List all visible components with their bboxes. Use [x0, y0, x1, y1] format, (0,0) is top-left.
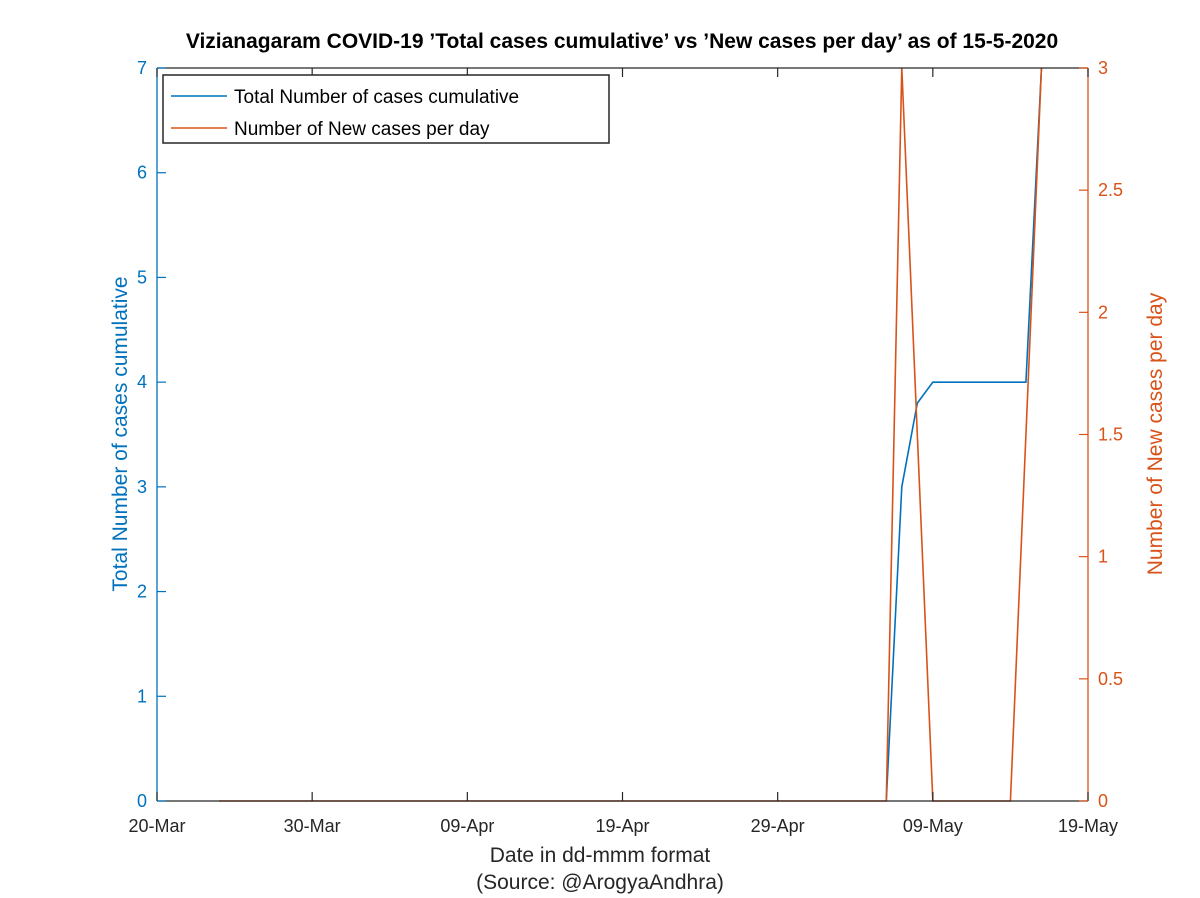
source-note: (Source: @ArogyaAndhra)	[476, 871, 724, 894]
y-left-tick-label: 6	[137, 163, 147, 183]
legend-box	[162, 74, 610, 144]
y-right-tick-label: 2	[1098, 302, 1108, 322]
x-tick-label: 19-May	[1058, 816, 1118, 836]
y-left-tick-label: 5	[137, 267, 147, 287]
legend-label-new: Number of New cases per day	[234, 119, 490, 140]
x-tick-label: 20-Mar	[128, 816, 185, 836]
y-right-axis-label: Number of New cases per day	[1144, 292, 1167, 575]
legend-label-total: Total Number of cases cumulative	[234, 87, 519, 108]
plot-area	[157, 68, 1088, 801]
y-right-tick-label: 2.5	[1098, 180, 1123, 200]
y-right-tick-label: 3	[1098, 58, 1108, 78]
y-left-tick-label: 4	[137, 372, 147, 392]
y-left-tick-label: 1	[137, 686, 147, 706]
y-left-tick-label: 7	[137, 58, 147, 78]
x-tick-label: 09-May	[903, 816, 963, 836]
y-left-tick-label: 0	[137, 791, 147, 811]
x-tick-label: 09-Apr	[440, 816, 494, 836]
ticks-layer: 20-Mar 30-Mar 09-Apr 19-Apr 29-Apr 09-May 19-M…	[128, 58, 1123, 836]
x-tick-label: 19-Apr	[595, 816, 649, 836]
y-right-tick-label: 0.5	[1098, 669, 1123, 689]
y-right-tick-label: 0	[1098, 791, 1108, 811]
x-tick-label: 30-Mar	[284, 816, 341, 836]
y-left-axis-label: Total Number of cases cumulative	[109, 276, 132, 591]
x-tick-label: 29-Apr	[751, 816, 805, 836]
chart-title: Vizianagaram COVID-19 ’Total cases cumul…	[186, 30, 1058, 53]
y-left-tick-label: 3	[137, 477, 147, 497]
plot-background	[157, 68, 1088, 801]
legend: Total Number of cases cumulative Number …	[162, 74, 610, 144]
y-right-tick-label: 1.5	[1098, 425, 1123, 445]
series-line-total-cases	[885, 67, 1043, 802]
y-right-tick-label: 1	[1098, 547, 1108, 567]
y-left-tick-label: 2	[137, 582, 147, 602]
x-axis-label: Date in dd-mmm format	[490, 844, 711, 867]
